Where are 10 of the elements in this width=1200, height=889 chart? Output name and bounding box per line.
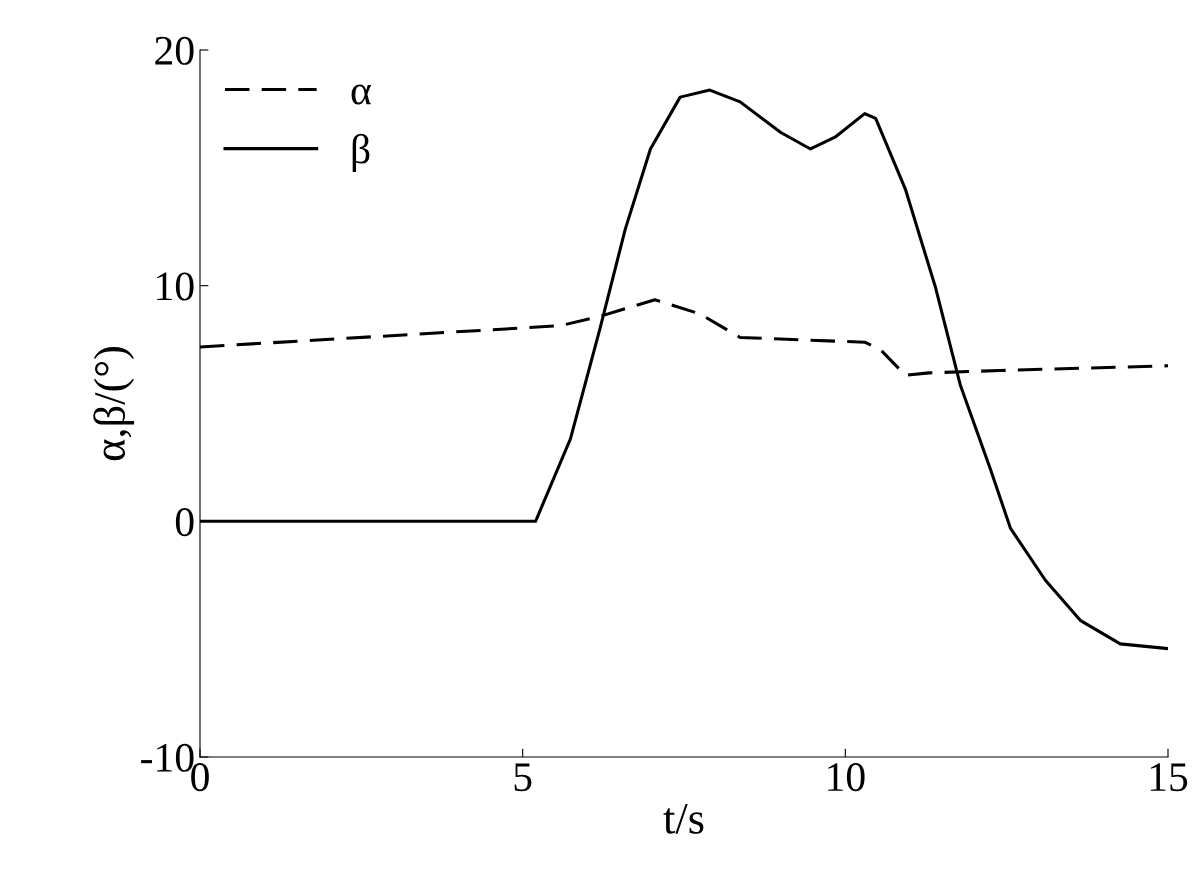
- y-tick-label: 0: [175, 508, 194, 537]
- legend-label: β: [352, 133, 370, 173]
- x-tick-label: 15: [1150, 763, 1188, 792]
- x-tick-label: 5: [514, 763, 532, 792]
- x-tick-label: 10: [828, 763, 865, 792]
- y-tick-label: 10: [157, 272, 194, 301]
- x-axis-title: t/s: [663, 803, 704, 834]
- y-tick-label: 20: [155, 36, 194, 65]
- y-axis-title: α,β/(°): [93, 347, 135, 461]
- legend-label: α: [351, 84, 371, 105]
